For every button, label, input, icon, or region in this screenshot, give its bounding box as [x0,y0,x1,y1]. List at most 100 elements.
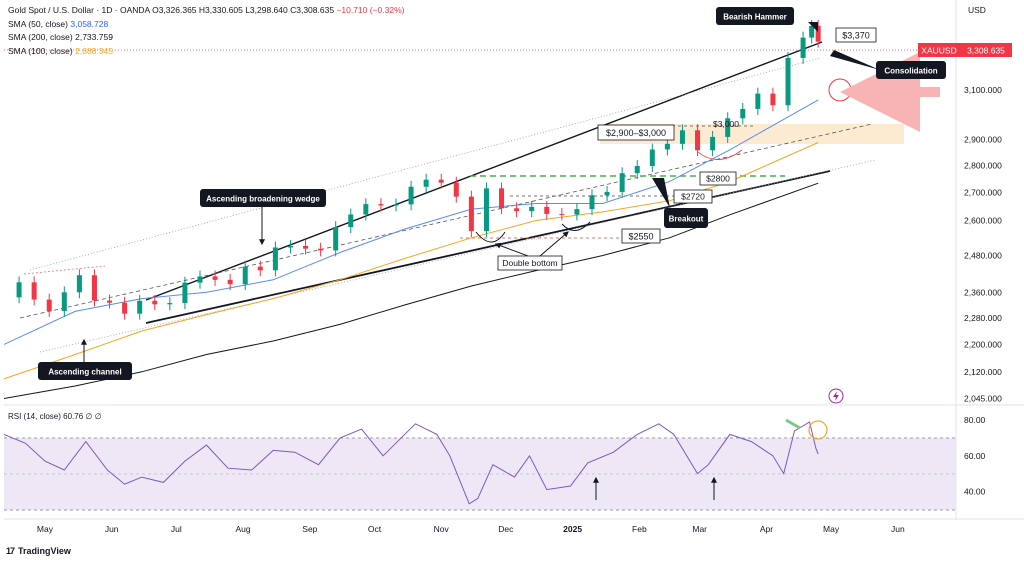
rsi-tick-label: 60.00 [964,451,986,461]
candle-body [483,188,489,232]
price-tick-label: 2,800.000 [964,160,1002,170]
candle-body [16,282,22,298]
consolidation-label: Consolidation [884,67,937,76]
channel-upper-line [29,57,821,271]
candle-body [514,208,520,212]
tradingview-logo-icon: 17 [6,546,15,556]
symbol-row: Gold Spot / U.S. Dollar · 1D · OANDA O3,… [8,4,405,18]
sma200-label: SMA (200, close) [8,32,73,42]
channel-callout [38,362,132,380]
candle-body [167,303,173,305]
candle-body [318,248,324,251]
resistance-zone [600,124,904,144]
double-bottom-pointer-1 [494,242,529,257]
lightning-glyph [833,391,839,401]
time-tick-label: Nov [434,524,450,534]
chart-legend: Gold Spot / U.S. Dollar · 1D · OANDA O3,… [8,4,405,58]
candle-body [634,166,640,174]
price-tag [960,43,1012,57]
candle-body [227,279,233,285]
candle-body [378,204,384,206]
candle-body [137,300,143,314]
sma-50-line [3,99,819,345]
sma-100-line [3,142,819,380]
rsi-line [3,421,819,505]
candle-body [574,209,580,215]
level-2720-label: $2720 [681,192,705,202]
time-tick-label: Dec [498,524,514,534]
candle-body [815,25,821,42]
breakout-label: Breakout [669,215,704,224]
candle-body [107,300,113,303]
price-tag-text: 3,308.635 [967,46,1005,56]
price-tick-label: 2,480.000 [964,251,1002,261]
price-tick-label: 2,900.000 [964,134,1002,144]
candle-body [559,213,565,215]
price-tick-label: 2,045.000 [964,394,1002,404]
time-tick-label: May [823,524,840,534]
candle-body [393,204,399,206]
price-change: −10.710 (−0.32%) [336,5,405,15]
candle-body [664,143,670,150]
wedge-callout [200,189,326,207]
bearish-hammer-callout [716,7,794,25]
sma100-value: 2,888.345 [75,45,113,56]
candle-body [800,37,806,58]
level-2720-box [673,189,713,204]
time-tick-label: Mar [692,524,707,534]
rsi-axis: 80.00 60.00 40.00 [964,415,986,496]
candle-body [122,302,128,314]
level-2800-box [699,171,737,186]
time-tick-label: May [37,524,54,534]
candle-body [182,282,188,304]
candle-body [438,179,444,183]
rsi-header: RSI (14, close) 60.76 ∅ ∅ [8,412,102,421]
candle-body [529,206,535,212]
price-tick-label: 2,360.000 [964,287,1002,297]
consolidation-callout [876,61,946,79]
currency-label[interactable]: USD [968,5,986,15]
wedge-upper-line [145,41,823,301]
candle-body [272,247,278,271]
candle-body [770,93,776,106]
candle-body [604,191,610,196]
level-3370-box [835,27,877,43]
sma50-row: SMA (50, close) 3,058.728 [8,18,405,32]
candle-body [242,266,248,285]
tradingview-logo[interactable]: 17 TradingView [6,546,71,556]
candle-body [740,108,746,119]
sma-200-line [3,182,819,399]
candle-body [785,57,791,106]
candle-body [423,179,429,187]
rsi-peak-circle [808,420,828,440]
candle-body [348,214,354,228]
hammer-pointer [808,22,818,32]
candle-body [589,195,595,210]
time-tick-label: Jun [105,524,119,534]
time-tick-label: Aug [236,524,251,534]
candle-body [619,173,625,192]
candle-body [809,25,815,38]
bearish-hammer-label: Bearish Hammer [723,13,787,22]
price-tick-label: 2,120.000 [964,367,1002,377]
candle-body [61,292,67,312]
symbol-title: Gold Spot / U.S. Dollar · 1D · OANDA [8,5,150,15]
price-axis: 3,100.000 2,900.000 2,800.000 2,700.000 2,60… [964,85,1002,404]
candle-body [453,182,459,197]
double-bottom-arc-2 [561,221,591,231]
candle-body [212,276,218,280]
candle-body [408,186,414,205]
candle-body [499,188,505,209]
level-2800-label: $2800 [706,174,730,184]
candle-body [695,130,701,151]
level-2550-box [621,228,661,244]
candle-body [76,275,82,293]
double-bottom-label: Double bottom [502,258,557,268]
price-tick-label: 2,600.000 [964,215,1002,225]
candle-body [287,245,293,248]
price-tick-label: 2,700.000 [964,187,1002,197]
double-bottom-arc-1 [475,231,506,243]
candle-body [333,227,339,251]
breakout-pointer [652,178,670,208]
